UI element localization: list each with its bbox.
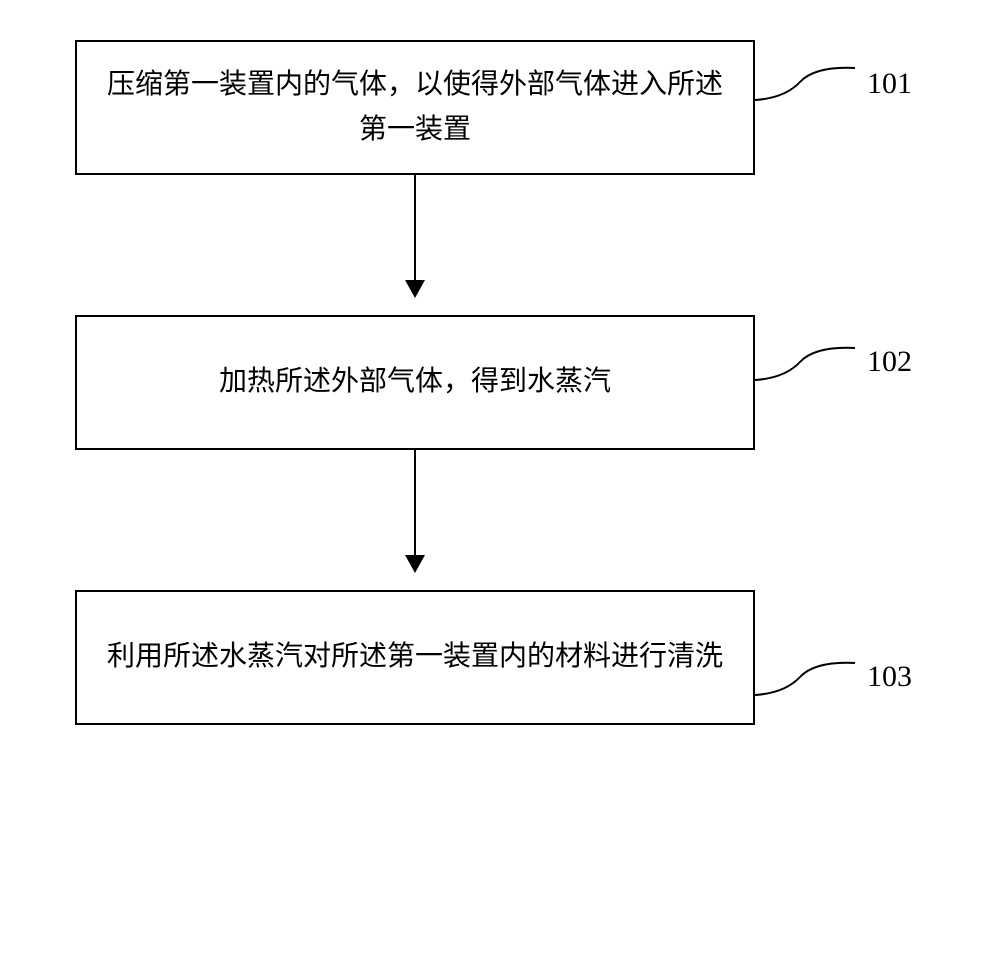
flowchart-step-2: 加热所述外部气体，得到水蒸汽 bbox=[75, 315, 755, 450]
step-2-label: 102 bbox=[867, 345, 912, 379]
step-3-label: 103 bbox=[867, 660, 912, 694]
step-1-text: 压缩第一装置内的气体，以使得外部气体进入所述第一装置 bbox=[107, 63, 723, 153]
step-3-text: 利用所述水蒸汽对所述第一装置内的材料进行清洗 bbox=[107, 635, 723, 680]
flowchart-step-3: 利用所述水蒸汽对所述第一装置内的材料进行清洗 bbox=[75, 590, 755, 725]
arrow-line bbox=[414, 450, 416, 560]
step-2-text: 加热所述外部气体，得到水蒸汽 bbox=[219, 360, 611, 405]
flowchart-step-1: 压缩第一装置内的气体，以使得外部气体进入所述第一装置 bbox=[75, 40, 755, 175]
arrow-1-to-2 bbox=[75, 175, 755, 315]
arrow-line bbox=[414, 175, 416, 285]
connector-curve-2 bbox=[755, 350, 865, 400]
arrow-head-icon bbox=[405, 555, 425, 573]
arrow-head-icon bbox=[405, 280, 425, 298]
arrow-2-to-3 bbox=[75, 450, 755, 590]
connector-curve-1 bbox=[755, 70, 865, 120]
step-1-label: 101 bbox=[867, 67, 912, 101]
connector-curve-3 bbox=[755, 665, 865, 715]
